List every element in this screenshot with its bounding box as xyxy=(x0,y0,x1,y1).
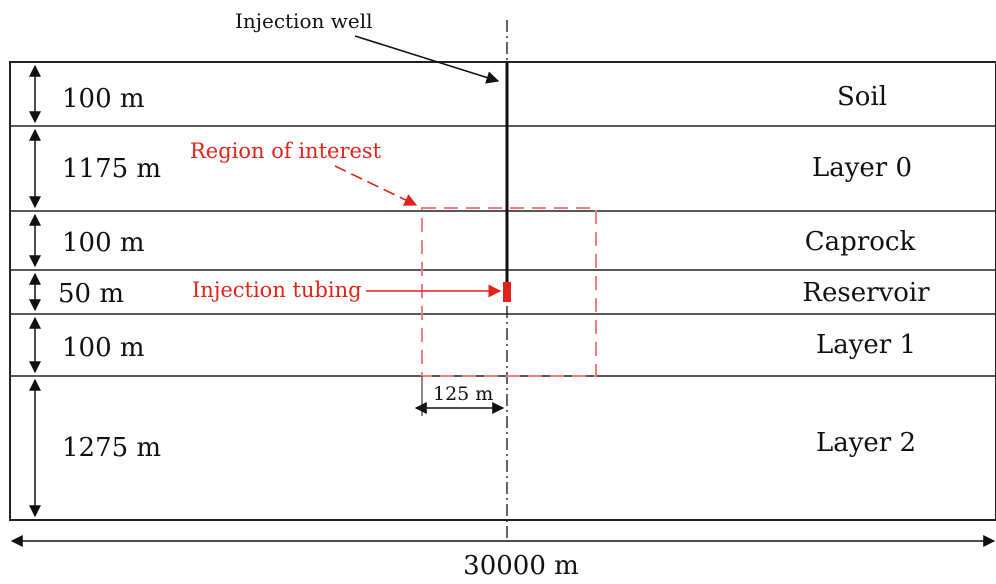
layer-name-soil: Soil xyxy=(837,82,887,112)
region-of-interest-box xyxy=(421,207,597,377)
thickness-label-layer2: 1275 m xyxy=(62,433,161,463)
domain-frame xyxy=(9,61,996,521)
layer-name-layer0: Layer 0 xyxy=(812,153,912,183)
injection-tubing-label: Injection tubing xyxy=(192,278,362,302)
layer-name-caprock: Caprock xyxy=(805,227,916,257)
thickness-label-caprock: 100 m xyxy=(62,228,145,258)
thickness-label-layer0: 1175 m xyxy=(62,154,161,184)
injection-tubing-marker xyxy=(503,282,511,302)
region-of-interest-label: Region of interest xyxy=(190,139,382,163)
layer-name-layer1: Layer 1 xyxy=(816,330,916,360)
layer-name-layer2: Layer 2 xyxy=(816,428,916,458)
thickness-label-reservoir: 50 m xyxy=(58,279,124,309)
layer-name-reservoir: Reservoir xyxy=(802,278,930,308)
region-of-interest-arrow xyxy=(334,165,418,206)
layer-boundaries xyxy=(10,125,996,377)
injection-well-arrow xyxy=(354,35,500,84)
width-dimension-label: 30000 m xyxy=(463,551,579,581)
thickness-label-soil: 100 m xyxy=(62,84,145,114)
thickness-label-layer1: 100 m xyxy=(62,333,145,363)
offset-dimension-label: 125 m xyxy=(433,383,493,405)
injection-well-label: Injection well xyxy=(235,9,372,33)
